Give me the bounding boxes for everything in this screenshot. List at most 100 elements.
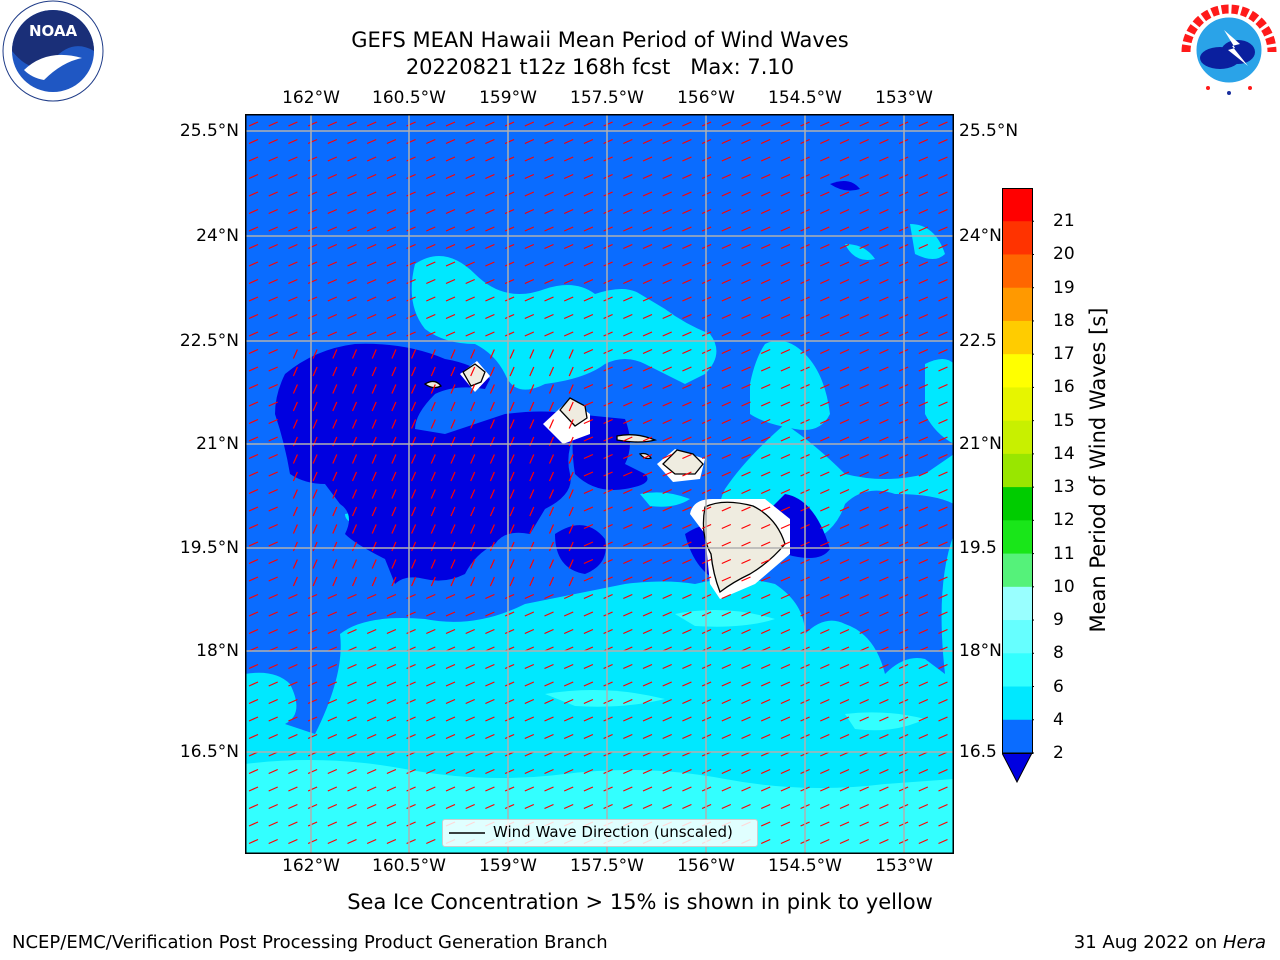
- wave-arrow: [524, 278, 535, 285]
- wave-arrow: [529, 471, 535, 482]
- wave-arrow: [682, 471, 692, 477]
- wave-arrow: [918, 523, 929, 530]
- wave-arrow: [938, 226, 948, 232]
- wave-arrow: [642, 191, 653, 197]
- wave-arrow: [426, 786, 436, 792]
- wave-arrow: [682, 226, 692, 232]
- wave-arrow: [760, 611, 771, 617]
- wave-arrow: [544, 138, 554, 145]
- wave-arrow: [839, 628, 850, 635]
- wave-arrow: [760, 348, 771, 355]
- wave-arrow: [386, 313, 397, 320]
- wave-arrow: [820, 681, 830, 687]
- wave-arrow: [307, 786, 318, 792]
- wave-arrow: [347, 156, 357, 162]
- wave-arrow: [721, 401, 732, 407]
- wave-arrow: [504, 611, 515, 617]
- wave-arrow: [662, 173, 672, 180]
- wave-arrow: [583, 156, 594, 162]
- wave-arrow: [371, 506, 377, 517]
- wave-arrow: [307, 681, 318, 687]
- wave-arrow: [288, 628, 298, 635]
- wave-arrow: [248, 716, 259, 722]
- wave-arrow: [248, 611, 259, 617]
- wave-arrow: [465, 121, 475, 127]
- wave-arrow: [568, 349, 574, 359]
- wave-arrow: [485, 138, 495, 145]
- wave-arrow: [524, 208, 535, 215]
- wave-arrow: [548, 524, 555, 534]
- wave-arrow: [938, 436, 948, 442]
- wave-arrow: [760, 768, 771, 775]
- lon-label-bottom: 157.5°W: [570, 856, 644, 876]
- wave-arrow: [682, 366, 692, 372]
- wave-arrow: [721, 681, 732, 687]
- wave-arrow: [839, 576, 850, 582]
- wave-arrow: [312, 384, 318, 394]
- lat-label-left: 16.5°N: [179, 742, 239, 762]
- wave-arrow: [366, 331, 377, 337]
- wave-arrow: [741, 453, 751, 460]
- wave-arrow: [839, 191, 850, 197]
- wave-arrow: [568, 471, 574, 482]
- wave-arrow: [371, 524, 377, 534]
- wave-arrow: [583, 716, 594, 722]
- wave-arrow: [721, 733, 732, 740]
- wave-arrow: [386, 628, 397, 635]
- wave-arrow: [780, 121, 791, 127]
- wave-arrow: [682, 488, 692, 495]
- wave-arrow: [760, 698, 771, 705]
- wave-arrow: [603, 436, 613, 442]
- wave-arrow: [426, 768, 436, 775]
- wave-arrow: [445, 138, 456, 145]
- wave-arrow: [879, 803, 889, 810]
- wave-arrow: [504, 768, 515, 775]
- wave-arrow: [682, 296, 692, 302]
- wave-arrow: [682, 173, 692, 180]
- wave-arrow: [268, 313, 278, 320]
- wave-arrow: [741, 348, 751, 355]
- wave-arrow: [406, 698, 416, 705]
- wave-arrow: [288, 698, 298, 705]
- wave-arrow: [938, 418, 948, 425]
- wave-arrow: [918, 628, 929, 635]
- wave-arrow: [918, 733, 929, 740]
- wave-arrow: [307, 296, 318, 302]
- wave-arrow: [721, 313, 732, 320]
- wave-arrow: [780, 401, 791, 407]
- wave-arrow: [839, 453, 850, 460]
- wave-arrow: [780, 138, 791, 145]
- wave-arrow: [504, 628, 515, 635]
- wave-arrow: [879, 698, 889, 705]
- wave-arrow: [509, 349, 515, 359]
- wave-arrow: [544, 243, 554, 250]
- wave-arrow: [470, 524, 476, 534]
- wave-arrow: [859, 838, 869, 845]
- wave-arrow: [312, 524, 318, 534]
- wave-arrow: [470, 454, 476, 464]
- wave-arrow: [859, 191, 869, 197]
- wave-arrow: [465, 698, 475, 705]
- wave-arrow: [430, 366, 436, 377]
- wave-arrow: [662, 418, 672, 425]
- wave-arrow: [248, 558, 259, 565]
- wave-arrow: [430, 349, 436, 359]
- wave-arrow: [548, 419, 555, 429]
- wave-arrow: [839, 471, 850, 477]
- wave-arrow: [839, 663, 850, 670]
- wave-arrow: [327, 838, 338, 845]
- wave-arrow: [470, 349, 476, 359]
- wave-arrow: [682, 541, 692, 547]
- wave-arrow: [879, 628, 889, 635]
- wave-arrow: [268, 733, 278, 740]
- wave-arrow: [662, 296, 672, 302]
- wave-arrow: [820, 733, 830, 740]
- wave-arrow: [859, 331, 869, 337]
- wave-arrow: [879, 838, 889, 845]
- wave-arrow: [879, 488, 889, 495]
- wave-arrow: [524, 261, 535, 267]
- wave-arrow: [445, 243, 456, 250]
- wave-arrow: [741, 331, 751, 337]
- wave-arrow: [760, 278, 771, 285]
- wave-arrow: [879, 243, 889, 250]
